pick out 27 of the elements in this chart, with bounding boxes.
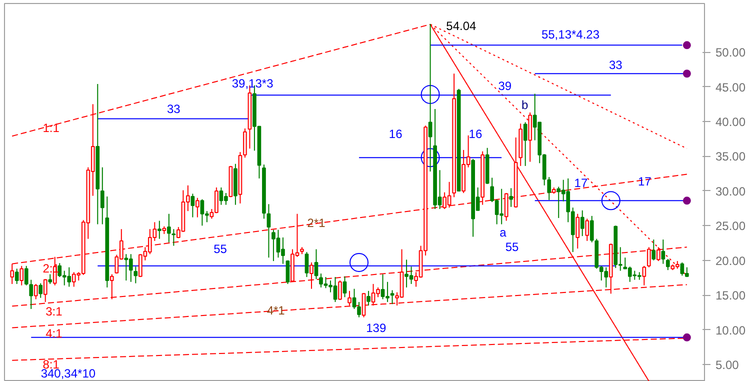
annotation: 4:1 [46,326,63,340]
annotation: 1:1 [42,120,60,135]
annotation: 33 [608,58,623,72]
annotation: 54.04 [446,19,477,34]
y-tick-label: 30.00 [716,184,746,198]
annotation: 17 [574,176,588,190]
y-tick-label: 35.00 [716,150,746,164]
annotation: 33 [167,102,181,116]
annotation: a [500,226,507,240]
annotation: 55 [214,242,228,256]
annotation: 16 [468,126,482,141]
annotation: 55 [505,240,520,254]
annotation: 39,13*3 [232,76,274,90]
y-tick-label: 5.00 [716,358,740,372]
annotation: b [522,98,529,112]
y-tick-label: 45.00 [716,80,746,94]
annotation: 16 [388,126,403,141]
y-tick-label: 15.00 [716,288,746,303]
y-tick-label: 40.00 [716,115,746,130]
y-tick-label: 25.00 [716,219,746,234]
annotation: 39 [498,78,512,93]
y-tick-label: 50.00 [716,46,746,60]
annotation: 3:1 [46,304,63,319]
annotation: 139 [366,321,386,336]
annotation: 55,13*4.23 [541,28,600,42]
y-tick-label: 10.00 [716,323,746,338]
y-tick-label: 20.00 [716,254,746,268]
